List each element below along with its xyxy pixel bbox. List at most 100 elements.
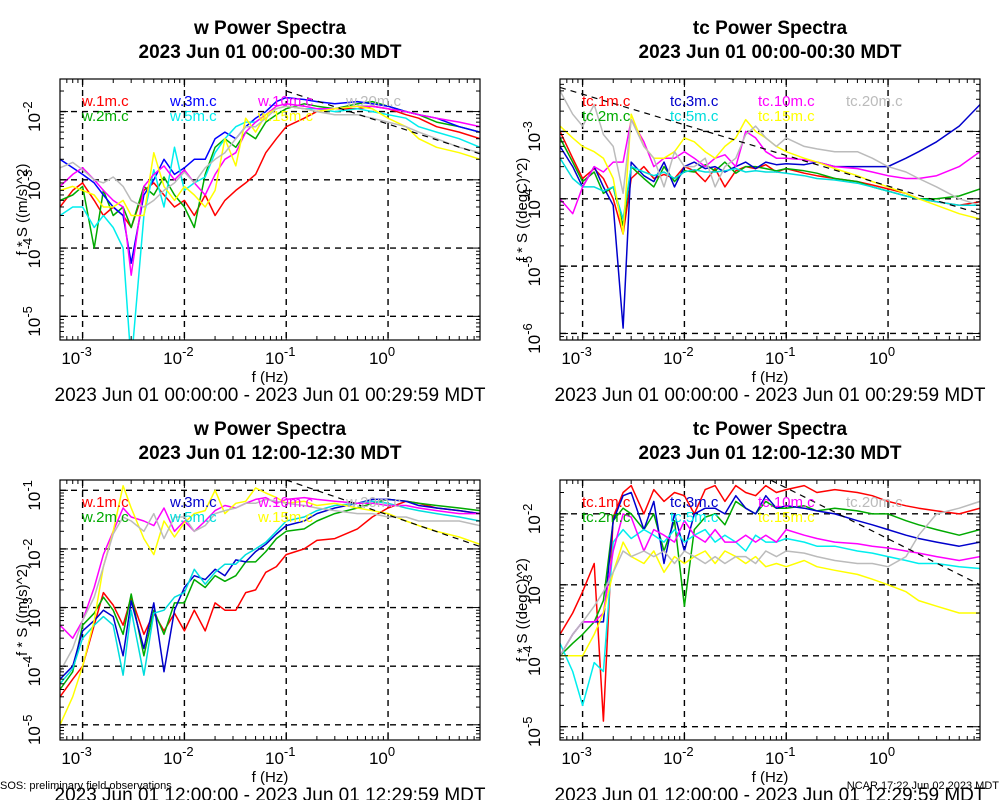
series-group xyxy=(560,86,980,329)
series-group xyxy=(60,480,480,726)
tick-base: 10 xyxy=(25,318,44,337)
panel-tc1: tc Power Spectra 2023 Jun 01 00:00-00:30 … xyxy=(514,18,986,406)
x-tick-label: 100 xyxy=(369,744,395,768)
series-line-tc.10m.c xyxy=(560,513,980,657)
tick-base: 10 xyxy=(265,749,284,768)
tick-exponent: -4 xyxy=(520,646,535,658)
tick-base: 10 xyxy=(561,349,580,368)
tick-base: 10 xyxy=(25,492,44,511)
tick-base: 10 xyxy=(525,133,544,152)
tick-base: 10 xyxy=(525,515,544,534)
tick-exponent: -6 xyxy=(520,323,535,335)
legend-entry-w.15m.c: w.15m.c xyxy=(257,108,314,125)
series-line-w.3m.c xyxy=(60,498,480,680)
x-tick-label: 10-2 xyxy=(163,744,193,768)
series-group xyxy=(60,90,480,340)
y-axis-label: f * S ((degC)^2) xyxy=(514,558,531,662)
footer-timestamp: NCAR 17:22 Jun 02 2023 MDT xyxy=(847,780,1000,792)
footer-left-note: SOS: preliminary field observations xyxy=(0,780,172,792)
tick-exponent: -4 xyxy=(20,656,35,668)
series-line-tc.1m.c xyxy=(560,131,980,235)
legend-entry-tc.2m.c: tc.2m.c xyxy=(582,108,631,125)
legend-entry-tc.15m.c: tc.15m.c xyxy=(758,108,815,125)
y-tick-label: 10-3 xyxy=(520,121,544,151)
tick-base: 10 xyxy=(369,749,388,768)
x-tick-label: 10-3 xyxy=(61,344,91,368)
tick-exponent: -1 xyxy=(284,744,296,759)
tick-base: 10 xyxy=(765,749,784,768)
tick-exponent: -3 xyxy=(580,344,592,359)
y-tick-label: 10-3 xyxy=(20,597,44,627)
series-line-w.2m.c xyxy=(60,498,480,690)
tick-exponent: 0 xyxy=(388,344,395,359)
tick-exponent: -1 xyxy=(284,344,296,359)
legend-entry-tc.15m.c: tc.15m.c xyxy=(758,509,815,526)
x-tick-label: 10-1 xyxy=(265,744,295,768)
x-tick-label: 10-1 xyxy=(765,344,795,368)
reference-slope-line xyxy=(286,480,480,548)
series-line-tc.1m.c xyxy=(560,484,980,722)
chart-title: w Power Spectra xyxy=(193,18,346,39)
reference-slope-line xyxy=(286,90,480,155)
x-tick-label: 10-3 xyxy=(61,744,91,768)
tick-exponent: 0 xyxy=(388,744,395,759)
series-line-tc.20m.c xyxy=(560,90,980,207)
tick-base: 10 xyxy=(869,749,888,768)
series-line-tc.2m.c xyxy=(560,137,980,227)
x-tick-label: 10-1 xyxy=(265,344,295,368)
tick-base: 10 xyxy=(561,749,580,768)
tick-base: 10 xyxy=(25,113,44,132)
x-tick-label: 10-2 xyxy=(163,344,193,368)
tick-exponent: -1 xyxy=(784,344,796,359)
legend-entry-w.3m.c: w.3m.c xyxy=(169,494,217,511)
x-tick-label: 10-3 xyxy=(561,744,591,768)
tick-base: 10 xyxy=(25,550,44,569)
tick-exponent: -2 xyxy=(682,344,694,359)
legend-entry-tc.3m.c: tc.3m.c xyxy=(670,494,719,511)
tick-exponent: -5 xyxy=(20,306,35,318)
time-range-label: 2023 Jun 01 12:00:00 - 2023 Jun 01 12:29… xyxy=(555,785,986,800)
chart-title: w Power Spectra xyxy=(193,419,346,440)
y-tick-label: 10-5 xyxy=(20,306,44,336)
tick-exponent: -3 xyxy=(20,597,35,609)
time-range-label: 2023 Jun 01 00:00:00 - 2023 Jun 01 00:29… xyxy=(555,385,986,406)
series-line-tc.2m.c xyxy=(560,500,980,657)
x-tick-label: 100 xyxy=(869,744,895,768)
tick-exponent: -2 xyxy=(182,344,194,359)
y-tick-label: 10-5 xyxy=(520,256,544,286)
reference-slope-line xyxy=(560,86,980,215)
y-tick-label: 10-1 xyxy=(20,480,44,510)
x-axis-label: f (Hz) xyxy=(752,369,789,386)
legend-entry-tc.1m.c: tc.1m.c xyxy=(582,93,631,110)
tick-base: 10 xyxy=(663,349,682,368)
tick-base: 10 xyxy=(25,249,44,268)
y-tick-label: 10-6 xyxy=(520,323,544,353)
legend-entry-w.2m.c: w.2m.c xyxy=(81,509,129,526)
panel-w1: w Power Spectra 2023 Jun 01 00:00-00:30 M… xyxy=(14,18,486,406)
legend-entry-w.15m.c: w.15m.c xyxy=(257,509,314,526)
tick-base: 10 xyxy=(61,349,80,368)
tick-base: 10 xyxy=(525,200,544,219)
y-tick-label: 10-2 xyxy=(20,101,44,131)
x-tick-label: 10-2 xyxy=(663,344,693,368)
series-line-w.5m.c xyxy=(60,500,480,685)
tick-exponent: -2 xyxy=(20,101,35,113)
tick-base: 10 xyxy=(663,749,682,768)
series-line-w.15m.c xyxy=(60,105,480,217)
legend-entry-w.10m.c: w.10m.c xyxy=(257,494,314,511)
legend-entry-tc.3m.c: tc.3m.c xyxy=(670,93,719,110)
series-line-w.1m.c xyxy=(60,500,480,698)
tick-exponent: -1 xyxy=(784,744,796,759)
tick-exponent: -2 xyxy=(20,539,35,551)
series-line-tc.20m.c xyxy=(560,500,980,657)
chart-subtitle: 2023 Jun 01 00:00-00:30 MDT xyxy=(639,42,902,63)
tick-exponent: -3 xyxy=(80,344,92,359)
tick-base: 10 xyxy=(163,749,182,768)
x-tick-label: 10-3 xyxy=(561,344,591,368)
tick-exponent: -5 xyxy=(20,715,35,727)
tick-base: 10 xyxy=(25,667,44,686)
tick-exponent: -5 xyxy=(520,716,535,728)
series-line-w.5m.c xyxy=(60,105,480,340)
